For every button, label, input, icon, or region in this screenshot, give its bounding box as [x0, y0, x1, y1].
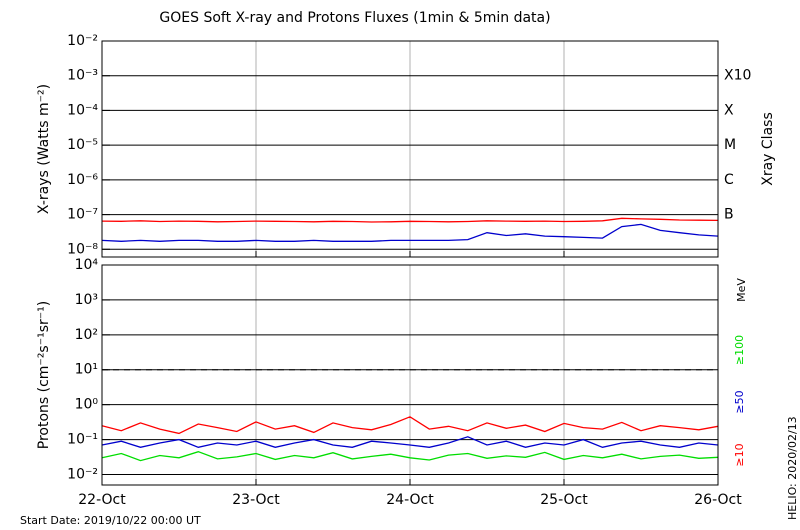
y-axis-label: X-rays (Watts m⁻²) [36, 84, 52, 214]
x-tick-label: 25-Oct [540, 492, 588, 508]
y-tick-label: 10⁻² [67, 33, 98, 49]
class-label: X [724, 102, 734, 118]
y-tick-label: 10⁻¹ [67, 432, 98, 448]
class-label: C [724, 172, 734, 188]
y-tick-label: 10⁻³ [67, 68, 98, 84]
class-label: B [724, 207, 734, 223]
y-tick-label: 10⁴ [75, 257, 99, 273]
plot-frame [101, 264, 719, 486]
series-line [101, 217, 719, 223]
y-tick-label: 10⁻⁶ [67, 172, 98, 188]
series-line [101, 416, 719, 435]
class-label: M [724, 137, 736, 153]
x-tick-label: 23-Oct [232, 492, 280, 508]
y-axis-label: Protons (cm⁻²s⁻¹sr⁻¹) [36, 301, 52, 450]
y-tick-label: 10⁻⁸ [67, 241, 98, 257]
class-label: X10 [724, 68, 751, 84]
x-tick-label: 24-Oct [386, 492, 434, 508]
y-tick-label: 10⁻⁷ [67, 207, 98, 223]
x-tick-label: 22-Oct [78, 492, 126, 508]
series-line [101, 436, 719, 448]
y-tick-label: 10⁻² [67, 466, 98, 482]
legend-unit: MeV [735, 278, 748, 302]
x-tick-label: 26-Oct [694, 492, 742, 508]
legend-entry: ≥50 [733, 390, 746, 413]
chart-title: GOES Soft X-ray and Protons Fluxes (1min… [159, 10, 550, 26]
y-tick-label: 10⁰ [75, 397, 99, 413]
helio-date: HELIO: 2020/02/13 [786, 416, 799, 520]
start-date: Start Date: 2019/10/22 00:00 UT [20, 514, 201, 527]
series-line [101, 223, 719, 242]
series-line [101, 451, 719, 462]
y-tick-label: 10¹ [75, 362, 98, 378]
y-tick-label: 10² [75, 327, 98, 343]
y2-axis-label: Xray Class [760, 112, 776, 186]
y-tick-label: 10³ [75, 292, 98, 308]
y-tick-label: 10⁻⁵ [67, 137, 98, 153]
legend-entry: ≥100 [733, 335, 746, 365]
legend-entry: ≥10 [733, 443, 746, 466]
plot-frame [101, 40, 719, 258]
y-tick-label: 10⁻⁴ [67, 102, 98, 118]
